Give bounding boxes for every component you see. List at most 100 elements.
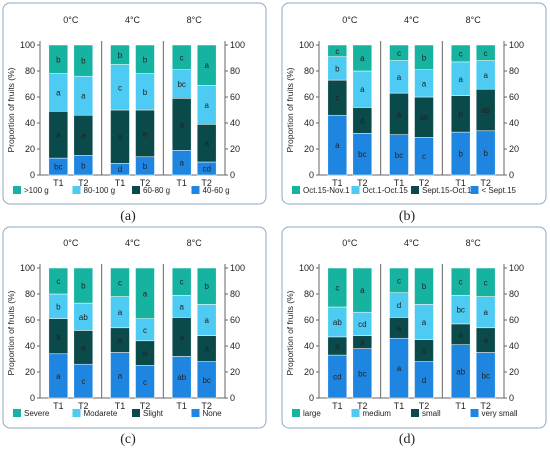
group-label: 4°C (125, 238, 141, 248)
bar-segment (450, 267, 471, 296)
bar-segment (352, 267, 373, 313)
legend-label: Sept.15-Oct.1 (422, 186, 472, 195)
y-tick-label-right: 20 (509, 367, 519, 377)
data-label: a (422, 318, 427, 327)
legend-label: Severe (24, 409, 50, 418)
x-tick-label: T2 (201, 401, 212, 411)
data-label: c (335, 94, 339, 103)
y-tick-label-left: 60 (25, 92, 35, 102)
y-tick-label-right: 40 (230, 341, 240, 351)
chart-panel-b: Proportion of fruits (%) 0 0 20 20 40 40 60 60 80… (281, 2, 547, 224)
y-tick-label-left: 20 (304, 144, 314, 154)
y-tick-label-right: 20 (230, 144, 240, 154)
data-label: a (143, 289, 148, 298)
x-tick-label: T2 (419, 401, 430, 411)
data-label: a (204, 139, 209, 148)
data-label: c (335, 47, 339, 56)
data-label: a (204, 61, 209, 70)
data-label: a (179, 120, 184, 129)
data-label: b (143, 88, 148, 97)
legend-swatch (411, 409, 419, 417)
data-label: bc (456, 306, 464, 315)
y-tick-label-right: 60 (230, 92, 240, 102)
y-tick-label-left: 80 (304, 66, 314, 76)
legend-label: Oct.15-Nov.1 (303, 186, 350, 195)
bar-segment (414, 267, 434, 305)
x-tick-label: T2 (78, 178, 89, 188)
y-tick-label-left: 100 (299, 263, 314, 273)
data-label: d (397, 301, 401, 310)
data-label: a (118, 336, 123, 345)
y-tick-label-right: 100 (509, 263, 524, 273)
y-tick-label-left: 80 (304, 289, 314, 299)
legend-label: 60-80 g (143, 186, 170, 195)
legend-label: 40-60 g (203, 186, 230, 195)
bar-segment (48, 267, 69, 295)
data-label: b (204, 282, 209, 291)
legend-swatch (191, 186, 200, 194)
data-label: a (118, 371, 123, 380)
data-label: a (56, 131, 61, 140)
data-label: a (56, 372, 61, 381)
y-tick-label-left: 80 (25, 289, 35, 299)
y-tick-label-left: 40 (304, 118, 314, 128)
data-label: a (483, 336, 488, 345)
data-label: c (335, 284, 339, 293)
legend-label: 80-100 g (84, 186, 116, 195)
bar-segment (171, 267, 192, 296)
legend-swatch (191, 409, 200, 417)
legend-label: Oct.1-Oct.15 (363, 186, 409, 195)
data-label: ab (456, 367, 465, 376)
legend-swatch (132, 409, 140, 417)
data-label: c (459, 278, 463, 287)
data-label: b (458, 110, 463, 119)
y-tick-label-right: 80 (230, 289, 240, 299)
bar-segment (327, 44, 348, 57)
x-tick-label: T2 (419, 178, 430, 188)
y-tick-label-left: 40 (304, 341, 314, 351)
y-tick-label-right: 0 (230, 393, 235, 403)
group-label: 4°C (404, 238, 420, 248)
group-label: 8°C (187, 15, 203, 25)
data-label: a (397, 364, 402, 373)
data-label: bc (54, 163, 62, 172)
x-tick-label: T1 (394, 401, 405, 411)
legend-label: Modarete (84, 409, 118, 418)
panel-frame (2, 2, 267, 205)
data-label: c (484, 278, 488, 287)
y-tick-label-left: 60 (304, 315, 314, 325)
y-tick-label-right: 60 (509, 315, 519, 325)
x-tick-label: T1 (332, 178, 343, 188)
data-label: a (422, 79, 427, 88)
data-label: c (180, 278, 184, 287)
data-label: c (118, 83, 122, 92)
y-tick-label-right: 20 (509, 144, 519, 154)
data-label: a (56, 88, 61, 97)
y-tick-label-right: 0 (230, 170, 235, 180)
legend-swatch (470, 186, 479, 194)
x-tick-label: T1 (176, 178, 187, 188)
x-tick-label: T1 (53, 401, 64, 411)
group-label: 8°C (466, 15, 482, 25)
x-tick-label: T2 (140, 401, 151, 411)
data-label: a (335, 342, 340, 351)
legend-label: None (203, 409, 223, 418)
data-label: c (484, 49, 488, 58)
y-tick-label-right: 0 (509, 393, 514, 403)
bar-segment (475, 44, 496, 61)
y-tick-label-right: 100 (230, 263, 245, 273)
y-tick-label-left: 100 (299, 40, 314, 50)
bar-segment (110, 267, 130, 297)
bar-segment (48, 44, 69, 74)
data-label: a (81, 92, 86, 101)
data-label: a (483, 308, 488, 317)
y-tick-label-left: 20 (25, 367, 35, 377)
group-label: 0°C (342, 15, 358, 25)
x-tick-label: T1 (455, 401, 466, 411)
data-label: a (179, 333, 184, 342)
legend-swatch (72, 409, 81, 417)
chart-panel-d: Proportion of fruits (%) 0 0 20 20 40 40 60 60 80… (281, 226, 547, 447)
y-axis-label: Proportion of fruits (%) (6, 67, 16, 152)
y-tick-label-right: 80 (509, 66, 519, 76)
